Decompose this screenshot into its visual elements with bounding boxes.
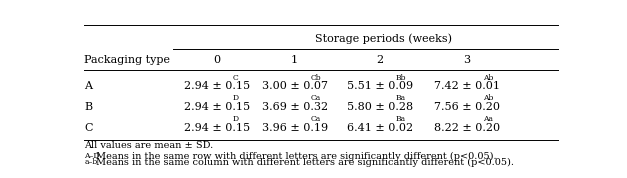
Text: 3: 3 — [463, 55, 471, 65]
Text: Packaging type: Packaging type — [84, 55, 170, 65]
Text: Cb: Cb — [310, 74, 321, 82]
Text: Ca: Ca — [310, 115, 320, 123]
Text: 1: 1 — [291, 55, 298, 65]
Text: 8.22 ± 0.20: 8.22 ± 0.20 — [434, 123, 500, 133]
Text: Ab: Ab — [483, 74, 493, 82]
Text: C: C — [233, 74, 238, 82]
Text: C: C — [84, 123, 93, 133]
Text: 3.69 ± 0.32: 3.69 ± 0.32 — [261, 102, 328, 112]
Text: 5.80 ± 0.28: 5.80 ± 0.28 — [347, 102, 413, 112]
Text: 2.94 ± 0.15: 2.94 ± 0.15 — [184, 82, 250, 91]
Text: 2.94 ± 0.15: 2.94 ± 0.15 — [184, 102, 250, 112]
Text: Ca: Ca — [310, 94, 320, 102]
Text: Bb: Bb — [395, 74, 406, 82]
Text: 0: 0 — [213, 55, 221, 65]
Text: a–b: a–b — [84, 158, 97, 166]
Text: D: D — [233, 94, 239, 102]
Text: Ab: Ab — [483, 94, 493, 102]
Text: 3.96 ± 0.19: 3.96 ± 0.19 — [261, 123, 328, 133]
Text: A: A — [84, 82, 92, 91]
Text: 3.00 ± 0.07: 3.00 ± 0.07 — [261, 82, 328, 91]
Text: 7.42 ± 0.01: 7.42 ± 0.01 — [434, 82, 500, 91]
Text: 6.41 ± 0.02: 6.41 ± 0.02 — [347, 123, 413, 133]
Text: All values are mean ± SD.: All values are mean ± SD. — [84, 141, 213, 150]
Text: D: D — [233, 115, 239, 123]
Text: 2.94 ± 0.15: 2.94 ± 0.15 — [184, 123, 250, 133]
Text: 5.51 ± 0.09: 5.51 ± 0.09 — [347, 82, 413, 91]
Text: 7.56 ± 0.20: 7.56 ± 0.20 — [434, 102, 500, 112]
Text: Aa: Aa — [483, 115, 493, 123]
Text: A–D: A–D — [84, 152, 100, 159]
Text: B: B — [84, 102, 92, 112]
Text: 2: 2 — [376, 55, 383, 65]
Text: Means in the same row with different letters are significantly different (p<0.05: Means in the same row with different let… — [97, 152, 497, 161]
Text: Storage periods (weeks): Storage periods (weeks) — [315, 33, 452, 44]
Text: Ba: Ba — [395, 94, 406, 102]
Text: Means in the same column with different letters are significantly different (p<0: Means in the same column with different … — [97, 158, 514, 167]
Text: Ba: Ba — [395, 115, 406, 123]
